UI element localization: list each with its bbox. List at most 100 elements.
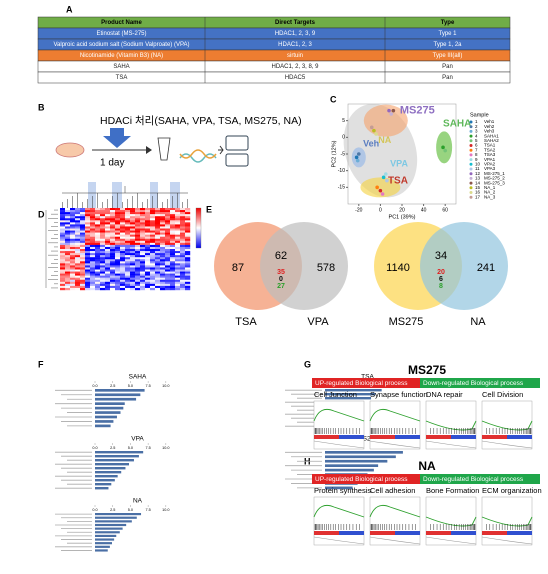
heatmap-cell [115, 240, 121, 244]
heatmap-cell [170, 281, 176, 285]
heatmap-highlight [170, 182, 180, 208]
heatmap-cell [110, 255, 116, 258]
heatmap-cell [70, 257, 76, 260]
heatmap-cell [175, 240, 181, 244]
heatmap-cell [135, 257, 141, 260]
heatmap-cell [90, 275, 96, 278]
heatmap-cell [65, 236, 71, 239]
heatmap-cell [110, 263, 116, 266]
heatmap-cell [85, 285, 91, 289]
heatmap-cell [155, 269, 161, 272]
heatmap-cell [165, 238, 171, 241]
bar [325, 464, 379, 467]
heatmap-cell [65, 224, 71, 227]
heatmap-cell [150, 271, 156, 274]
heatmap-cell [110, 251, 116, 254]
heatmap-cell [110, 208, 116, 211]
heatmap-cell [110, 218, 116, 221]
x-tick-label: 2.5 [110, 508, 115, 512]
heatmap-cell [145, 271, 151, 274]
heatmap-cell [90, 271, 96, 274]
heatmap-highlight [150, 182, 158, 208]
heatmap-cell [185, 242, 191, 246]
heatmap-cell [155, 281, 161, 285]
heatmap-cell [100, 273, 106, 276]
heatmap-cell [85, 287, 91, 291]
heatmap-cell [175, 273, 181, 276]
heatmap-cell [150, 226, 156, 229]
heatmap-cell [135, 240, 141, 244]
heatmap-cell [180, 240, 186, 244]
heatmap-cell [140, 283, 146, 287]
heatmap-cell [150, 265, 156, 268]
heatmap-cell [110, 285, 116, 289]
heatmap-cell [175, 279, 181, 282]
chart-title: MS275 [357, 436, 378, 443]
legend-label: Veh3 [484, 129, 495, 134]
heatmap-cell [65, 261, 71, 264]
legend-label: MS-275_1 [484, 171, 505, 176]
heatmap-cell [115, 216, 121, 219]
bar [95, 534, 117, 537]
heatmap-cell [100, 232, 106, 235]
heatmap-cell [85, 210, 91, 213]
heatmap-cell [150, 279, 156, 282]
heatmap-cell [155, 234, 161, 237]
heatmap-cell [135, 216, 141, 219]
heatmap-cell [115, 212, 121, 215]
gsea-title: NA [418, 459, 436, 473]
heatmap-cell [185, 271, 191, 274]
heatmap-cell [85, 257, 91, 260]
pca-point [355, 158, 360, 163]
heatmap-cell [130, 244, 136, 248]
heatmap-cell [70, 226, 76, 229]
heatmap-cell [85, 259, 91, 262]
heatmap-cell [155, 253, 161, 256]
heatmap-cell [105, 285, 111, 289]
heatmap-cell [75, 246, 81, 250]
heatmap-cell [80, 251, 86, 254]
heatmap-cell [85, 236, 91, 239]
heatmap-cell [85, 249, 91, 252]
heatmap-cell [160, 222, 166, 225]
heatmap-cell [115, 277, 121, 280]
heatmap-cell [60, 277, 66, 280]
heatmap-cell [75, 271, 81, 274]
heatmap-cell [90, 220, 96, 223]
heatmap-cell [150, 212, 156, 215]
heatmap-cell [120, 263, 126, 266]
heatmap-cell [130, 218, 136, 221]
heatmap-cell [80, 265, 86, 268]
heatmap-cell [145, 214, 151, 217]
heatmap-cell [165, 275, 171, 278]
heatmap-cell [180, 253, 186, 256]
table-cell: sirtuin [287, 53, 303, 59]
heatmap-cell [150, 259, 156, 262]
gsea-plot [313, 400, 365, 450]
heatmap-cell [155, 236, 161, 239]
heatmap-cell [100, 287, 106, 291]
table-cell: HDAC1, 2, 3 [278, 42, 312, 48]
legend-id: 13 [475, 176, 481, 181]
legend-label: NA_1 [484, 185, 496, 190]
venn-count: 578 [317, 262, 335, 274]
legend-label: TSA2 [484, 147, 496, 152]
heatmap-cell [120, 222, 126, 225]
heatmap-cell [150, 214, 156, 217]
heatmap-cell [165, 273, 171, 276]
heatmap-cell [90, 246, 96, 250]
heatmap-cell [70, 230, 76, 233]
heatmap-cell [180, 271, 186, 274]
heatmap-cell [90, 244, 96, 248]
heatmap-cell [180, 277, 186, 280]
heatmap-cell [170, 224, 176, 227]
heatmap-cell [75, 267, 81, 270]
heatmap-cell [120, 210, 126, 213]
heatmap-cell [80, 220, 86, 223]
legend-id: 1 [475, 119, 478, 124]
heatmap-cell [105, 255, 111, 258]
heatmap-cell [95, 269, 101, 272]
legend-label: TSA3 [484, 152, 496, 157]
heatmap-cell [80, 222, 86, 225]
heatmap-cell [115, 214, 121, 217]
